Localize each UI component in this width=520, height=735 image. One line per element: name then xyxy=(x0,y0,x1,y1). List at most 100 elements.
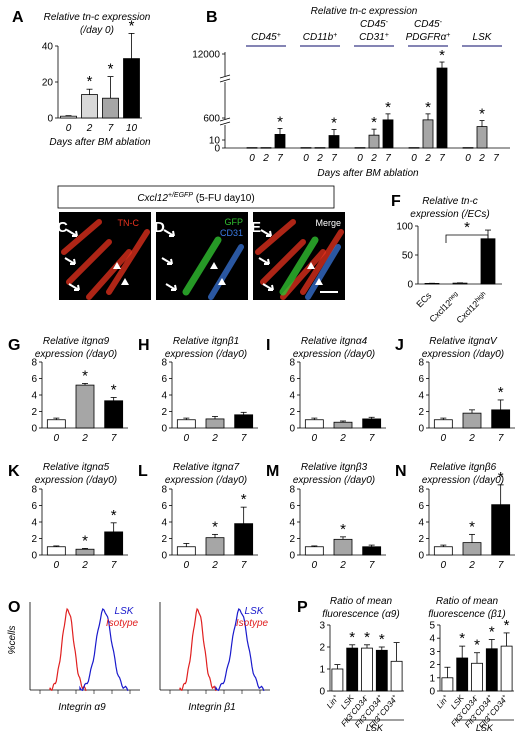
y-tick-label-H-2: 4 xyxy=(161,391,167,402)
gfp-label: GFP xyxy=(224,217,243,227)
significance-star-A-3: * xyxy=(129,17,135,34)
y-tick-label-G-3: 6 xyxy=(31,374,37,385)
group-label-B-0-main: CD45 xyxy=(251,32,277,43)
y-tick-label-J-2: 4 xyxy=(418,391,424,402)
y-tick-label-A-2: 40 xyxy=(42,42,54,53)
tnc-label: TN-C xyxy=(118,218,140,228)
significance-star-J-2: * xyxy=(498,384,504,401)
x-tick-label-I-1: 2 xyxy=(339,433,346,444)
micro-header-sup: +/EGFP xyxy=(168,192,193,199)
tnc-signal-C-1 xyxy=(86,249,132,300)
x-tick-part-P-left-4-1: + xyxy=(376,711,383,718)
significance-star-P-left-3: * xyxy=(379,631,385,648)
significance-star-A-1: * xyxy=(87,73,93,90)
y-tick-label-G-2: 4 xyxy=(31,391,37,402)
x-tick-label-K-2: 7 xyxy=(111,560,117,571)
x-tick-label-B-2-0: 0 xyxy=(357,153,363,164)
panel-letter-A: A xyxy=(12,9,24,26)
y-tick-label-H-4: 8 xyxy=(161,358,167,369)
panel-P-subtitle-right: fluorescence (β1) xyxy=(428,609,505,620)
bar-B-3-0 xyxy=(408,147,420,149)
y-tick-label-H-3: 6 xyxy=(161,374,167,385)
significance-star-G-1: * xyxy=(82,367,88,384)
flow-xlabel-right: Integrin β1 xyxy=(188,702,235,713)
y-tick-label-P-right-4: 4 xyxy=(429,634,435,645)
arrow-icon-D-0 xyxy=(163,229,175,237)
panel-letter-K: K xyxy=(8,463,20,480)
x-tick-label-A-0: 0 xyxy=(66,123,72,134)
y-tick-label-P-left-2: 2 xyxy=(319,643,325,654)
axis-break-mark-0-b xyxy=(219,78,231,83)
bar-P-left-1 xyxy=(346,647,359,692)
x-tick-label-A-1: 2 xyxy=(86,123,93,134)
group-label2-B-2-main: CD31 xyxy=(359,32,385,43)
bar-K-0 xyxy=(46,546,66,556)
group-label-B-2: CD45- xyxy=(360,19,389,30)
x-tick-label-F-1-sup: neg xyxy=(447,290,460,303)
panel-I-subtitle: expression (/day0) xyxy=(293,349,375,360)
x-tick-label-I-2: 7 xyxy=(369,433,375,444)
y-tick-label-L-0: 0 xyxy=(161,551,167,562)
bar-A-3 xyxy=(123,58,140,119)
group-label2-B-2-sup: + xyxy=(385,32,389,39)
x-tick-label-P-left-0: Lin+ xyxy=(325,693,341,710)
x-tick-label-L-1: 2 xyxy=(211,560,218,571)
bar-B-2-1 xyxy=(368,134,380,149)
bar-B-0-0 xyxy=(246,147,258,149)
y-tick-label-N-1: 2 xyxy=(418,534,424,545)
y-tick-label-B-2: 600 xyxy=(203,114,220,125)
bar-L-0 xyxy=(176,546,196,556)
gfp-signal-D xyxy=(182,236,222,296)
x-tick-label-B-2-1: 2 xyxy=(370,153,377,164)
significance-star-K-2: * xyxy=(111,507,117,524)
x-tick-part-P-left-2-3: - xyxy=(362,694,368,699)
y-tick-label-L-3: 6 xyxy=(161,501,167,512)
significance-star-F: * xyxy=(464,219,470,236)
x-tick-label-P-right-0: Lin+ xyxy=(435,693,451,710)
y-tick-label-P-right-3: 3 xyxy=(429,647,435,658)
x-tick-label-B-4-2: 7 xyxy=(493,153,499,164)
y-tick-label-J-3: 6 xyxy=(418,374,424,385)
panel-letter-O: O xyxy=(8,599,20,616)
tnc-signal-E-2 xyxy=(300,229,344,295)
panel-G-subtitle: expression (/day0) xyxy=(35,349,117,360)
bar-I-1 xyxy=(333,421,353,429)
micro-header: Cxcl12+/EGFP (5-FU day10) xyxy=(137,192,254,204)
panel-K-title: Relative itgnα5 xyxy=(43,462,110,473)
panel-J-subtitle: expression (/day0) xyxy=(422,349,504,360)
y-tick-label-G-0: 0 xyxy=(31,424,37,435)
arrow-icon-C-1 xyxy=(64,257,76,265)
bar-A-0 xyxy=(60,115,77,119)
x-tick-label-F-0-main: ECs xyxy=(414,290,433,309)
y-tick-label-A-1: 20 xyxy=(42,78,54,89)
group-label-B-2-sup: - xyxy=(386,19,389,26)
group-label-B-3: CD45- xyxy=(414,19,443,30)
bar-P-right-0 xyxy=(441,677,454,692)
lsk-histogram-left xyxy=(79,607,129,692)
group-label-B-2-main: CD45 xyxy=(360,19,386,30)
bar-B-4-0 xyxy=(462,147,474,149)
significance-star-B-0-2: * xyxy=(277,113,283,130)
panel-letter-D: D xyxy=(154,219,165,236)
x-tick-label-B-3-2: 7 xyxy=(439,153,445,164)
axis-break-mark-1-b xyxy=(219,121,231,126)
bar-G-1 xyxy=(75,384,95,429)
bar-N-2 xyxy=(491,504,511,556)
bar-B-3-2 xyxy=(436,67,448,149)
axis-break-mark-0-a xyxy=(219,74,231,79)
panel-letter-L: L xyxy=(138,463,148,480)
y-tick-label-K-0: 0 xyxy=(31,551,37,562)
y-tick-label-B-0: 0 xyxy=(214,144,220,155)
lsk-group-label-P-left: LSK xyxy=(366,723,384,733)
arrow-icon-C-2 xyxy=(68,283,80,291)
bar-P-left-3 xyxy=(375,649,388,692)
x-tick-label-N-1: 2 xyxy=(468,560,475,571)
y-tick-label-F-1: 50 xyxy=(402,251,414,262)
bar-G-0 xyxy=(46,419,66,429)
significance-star-L-1: * xyxy=(212,518,218,535)
panel-H-title: Relative itgnβ1 xyxy=(173,336,239,347)
x-tick-part-P-right-4-3: + xyxy=(501,693,508,700)
bar-A-2 xyxy=(102,97,119,119)
